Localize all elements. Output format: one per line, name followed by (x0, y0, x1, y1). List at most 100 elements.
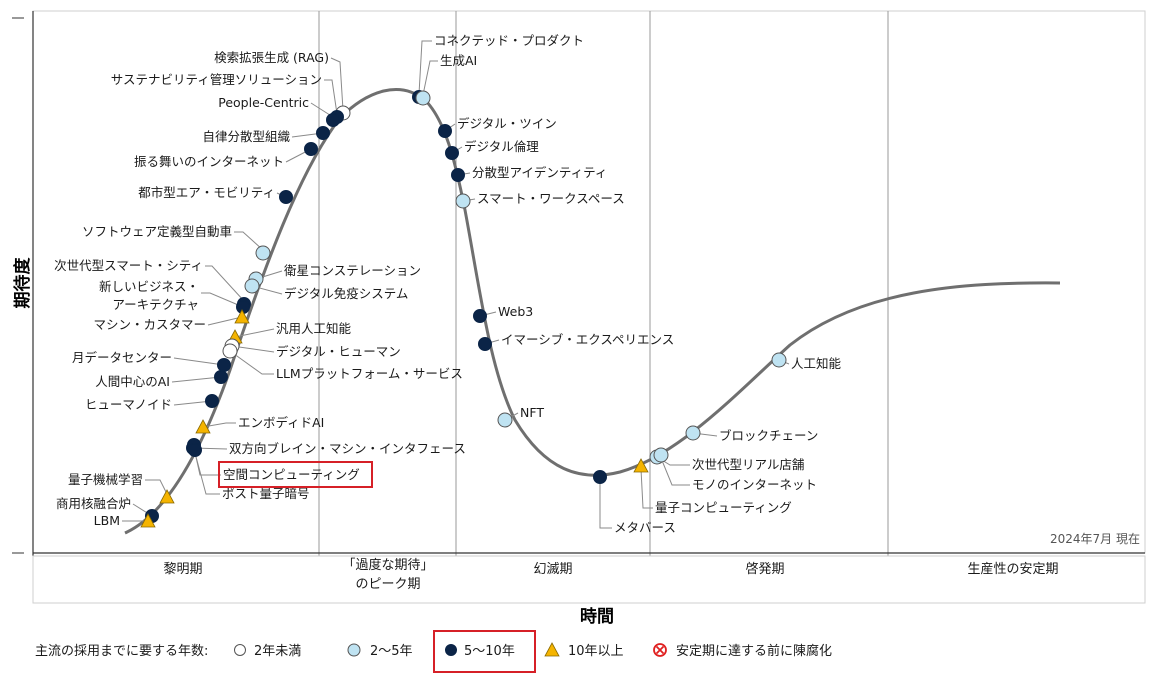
technology-label: 月データセンター (72, 350, 172, 365)
technology-marker (593, 470, 607, 484)
leader-line (640, 468, 653, 509)
legend-marker-5to10 (445, 644, 457, 656)
technology-label: 検索拡張生成 (RAG) (214, 50, 329, 65)
technology-label: Web3 (498, 304, 533, 319)
technology-label: 都市型エア・モビリティ (138, 185, 275, 200)
technology-marker (497, 412, 513, 428)
technology-marker (451, 168, 465, 182)
technology-marker (214, 370, 228, 384)
technology-label: ソフトウェア定義型自動車 (82, 224, 232, 239)
technology-label: LLMプラットフォーム・サービス (276, 366, 463, 381)
phase-label-trough: 幻滅期 (533, 562, 572, 577)
technology-label: 新しいビジネス・アーキテクチャ (99, 279, 199, 312)
technology-label: モノのインターネット (692, 477, 817, 492)
leader-line (229, 350, 274, 375)
technology-label: LBM (94, 513, 120, 528)
technology-marker (222, 343, 238, 359)
technology-label: ブロックチェーン (719, 428, 818, 443)
technology-marker (205, 394, 219, 408)
technology-marker (304, 142, 318, 156)
phase-band (32, 555, 1146, 604)
technology-label: 商用核融合炉 (56, 496, 131, 511)
technology-marker (255, 245, 271, 261)
technology-label: 振る舞いのインターネット (134, 154, 284, 169)
leader-line (324, 79, 338, 115)
technology-label: サステナビリティ管理ソリューション (111, 72, 322, 87)
technology-marker (438, 124, 452, 138)
legend-title: 主流の採用までに要する年数: (35, 644, 208, 659)
technology-label: エンボディドAI (238, 415, 324, 430)
technology-label: 人工知能 (791, 356, 842, 371)
legend-marker-2to5 (347, 643, 361, 657)
technology-label: メタバース (614, 520, 676, 535)
leader-line (599, 480, 612, 529)
technology-label: 生成AI (440, 53, 477, 68)
technology-marker (473, 309, 487, 323)
technology-label: 量子コンピューティング (655, 500, 792, 515)
technology-marker (159, 489, 175, 504)
technology-label: NFT (520, 405, 544, 420)
technology-label: デジタル・ヒューマン (276, 344, 401, 359)
leader-line (205, 265, 245, 302)
legend-label-5to10: 5〜10年 (464, 644, 515, 659)
technology-label: 次世代型スマート・シティ (54, 258, 203, 273)
legend-marker-lt2 (234, 644, 246, 656)
technology-label: 量子機械学習 (68, 472, 143, 487)
technology-marker (415, 90, 431, 106)
technology-marker (188, 443, 202, 457)
leader-line (202, 422, 236, 428)
technology-marker (195, 419, 211, 434)
leader-line (194, 452, 220, 495)
technology-marker (633, 458, 649, 473)
leader-line (660, 457, 690, 486)
x-axis-title: 時間 (580, 606, 614, 627)
technology-label: 自律分散型組織 (202, 129, 290, 144)
technology-label: デジタル免疫システム (284, 286, 408, 301)
phase-label-innovation: 黎明期 (163, 562, 202, 577)
leader-line (207, 316, 243, 326)
technology-label: イマーシブ・エクスペリエンス (501, 332, 674, 347)
highlight-box-spatial-computing (218, 461, 373, 488)
leader-line (422, 60, 438, 96)
technology-label: 汎用人工知能 (276, 321, 352, 336)
technology-marker (771, 352, 787, 368)
technology-labels: 検索拡張生成 (RAG) サステナビリティ管理ソリューション People-Cent… (54, 33, 841, 535)
legend: 主流の採用までに要する年数: 2年未満 2〜5年 5〜10年 10年以上 安定期… (35, 630, 832, 673)
leader-line (330, 57, 344, 111)
technology-markers (140, 90, 787, 528)
technology-marker (326, 113, 340, 127)
technology-label: ヒューマノイド (85, 397, 172, 412)
legend-label-lt2: 2年未満 (254, 644, 301, 659)
technology-marker (478, 337, 492, 351)
technology-marker (217, 358, 231, 372)
y-axis-title: 期待度 (12, 257, 33, 309)
technology-label: デジタル・ツイン (457, 116, 557, 131)
leader-line (173, 357, 225, 366)
technology-label: スマート・ワークスペース (477, 191, 625, 206)
technology-marker (653, 447, 669, 463)
technology-label: 人間中心のAI (95, 374, 170, 389)
technology-marker (279, 190, 293, 204)
leader-line (234, 231, 264, 251)
legend-marker-obsolete-x2 (655, 645, 665, 655)
technology-label: 分散型アイデンティティ (472, 165, 607, 180)
technology-marker (140, 513, 156, 528)
technology-label: ポスト量子暗号 (222, 486, 310, 501)
technology-marker (455, 193, 471, 209)
leader-lines (122, 40, 790, 529)
technology-marker (234, 309, 250, 324)
technology-label: デジタル倫理 (464, 139, 539, 154)
technology-label: 次世代型リアル店舗 (692, 457, 804, 472)
technology-marker (244, 278, 260, 294)
technology-label: コネクテッド・プロダクト (434, 33, 584, 48)
technology-marker (685, 425, 701, 441)
technology-label: People-Centric (218, 95, 309, 110)
phase-label-peak-2: のピーク期 (355, 577, 420, 592)
legend-marker-gt10 (544, 642, 560, 657)
technology-label: 空間コンピューティング (223, 467, 360, 482)
as-of-date: 2024年7月 現在 (1050, 532, 1140, 546)
technology-marker (445, 146, 459, 160)
technology-marker (316, 126, 330, 140)
leader-line (145, 479, 168, 495)
